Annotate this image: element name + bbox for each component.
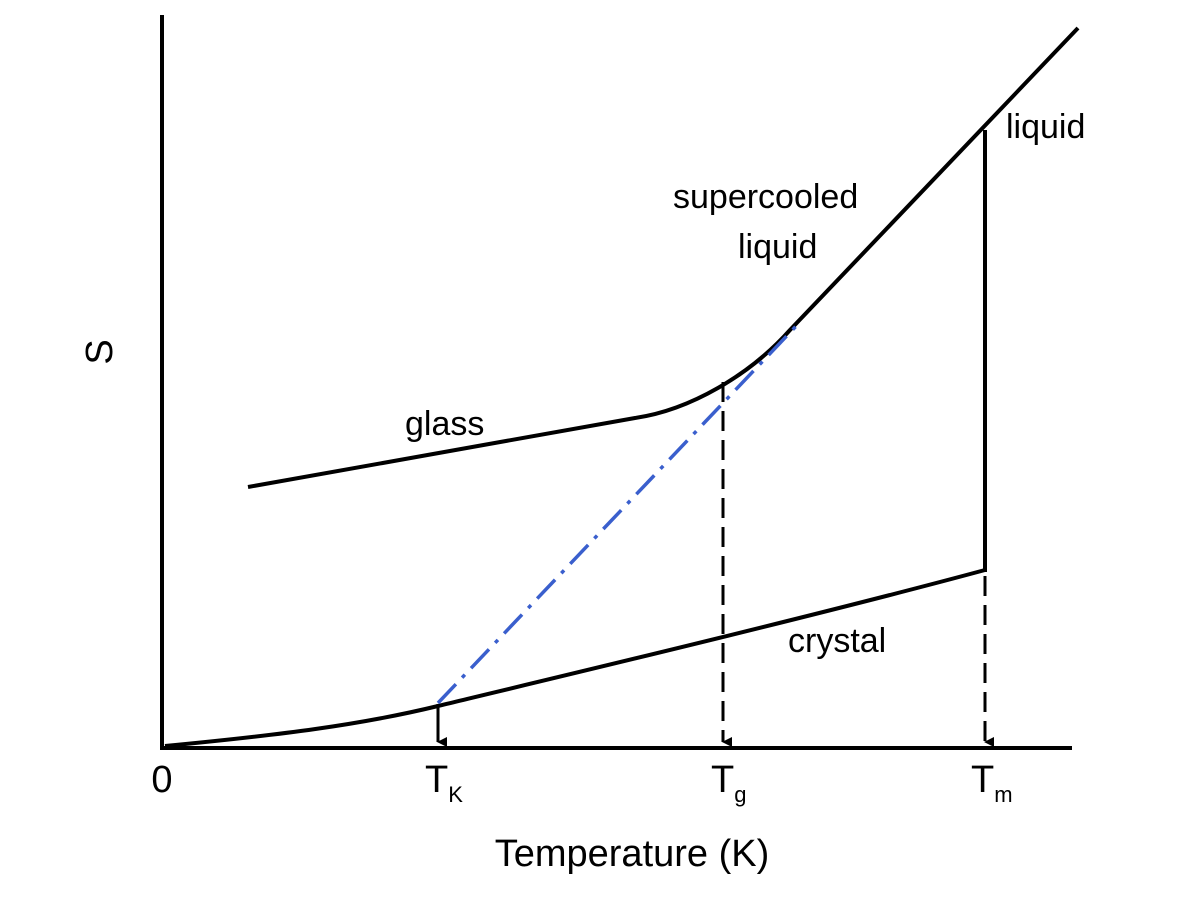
supercooled-label-line1: supercooled xyxy=(673,178,858,216)
extrapolated-liquid-line xyxy=(436,320,802,705)
tg-sub: g xyxy=(734,782,746,807)
tk-label: TK xyxy=(425,759,463,807)
y-axis-label: S xyxy=(79,339,121,364)
tg-main: T xyxy=(711,759,734,801)
tk-main: T xyxy=(425,759,448,801)
crystal-label: crystal xyxy=(788,622,886,660)
crystal-curve xyxy=(164,568,986,748)
origin-label: 0 xyxy=(151,759,172,801)
glass-curve xyxy=(247,26,1080,489)
supercooled-label-line2: liquid xyxy=(738,228,817,266)
tk-sub: K xyxy=(448,782,463,807)
tm-label: Tm xyxy=(971,759,1013,807)
glass-label: glass xyxy=(405,405,484,443)
liquid-label: liquid xyxy=(1006,108,1085,146)
tm-main: T xyxy=(971,759,994,801)
tg-label: Tg xyxy=(711,759,746,807)
tm-sub: m xyxy=(994,782,1012,807)
x-axis-label: Temperature (K) xyxy=(495,833,770,875)
